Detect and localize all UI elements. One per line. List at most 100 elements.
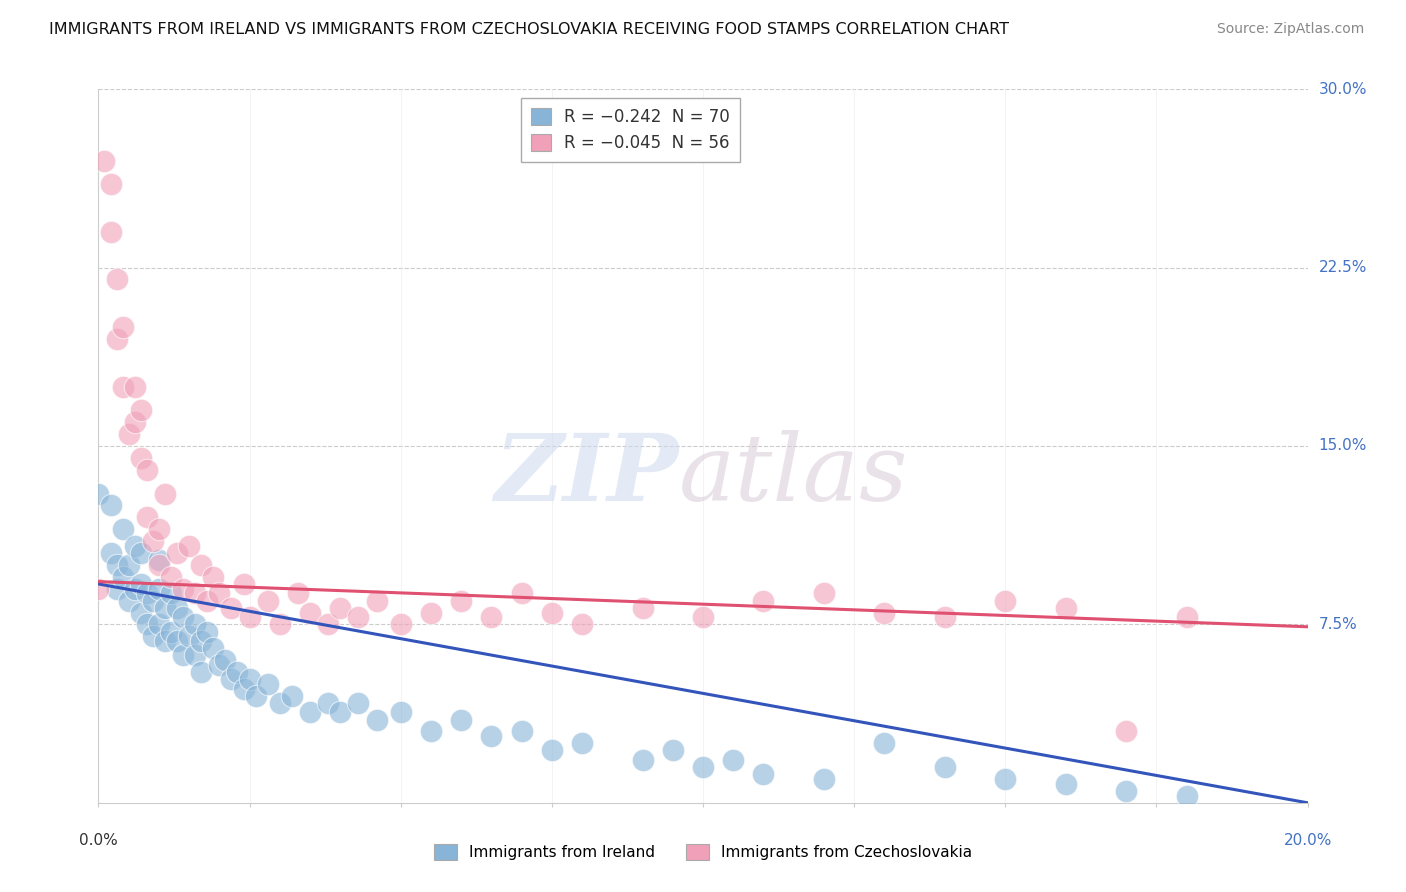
- Point: [124, 582, 146, 596]
- Point: [1175, 610, 1198, 624]
- Point: [366, 713, 388, 727]
- Point: [450, 593, 472, 607]
- Point: [510, 724, 533, 739]
- Text: 30.0%: 30.0%: [1319, 82, 1367, 96]
- Point: [148, 582, 170, 596]
- Point: [692, 610, 714, 624]
- Point: [256, 677, 278, 691]
- Text: IMMIGRANTS FROM IRELAND VS IMMIGRANTS FROM CZECHOSLOVAKIA RECEIVING FOOD STAMPS : IMMIGRANTS FROM IRELAND VS IMMIGRANTS FR…: [49, 22, 1010, 37]
- Point: [631, 753, 654, 767]
- Point: [142, 629, 165, 643]
- Point: [232, 681, 254, 696]
- Point: [481, 610, 503, 624]
- Point: [813, 586, 835, 600]
- Point: [172, 582, 194, 596]
- Text: 0.0%: 0.0%: [79, 833, 118, 848]
- Point: [540, 743, 562, 757]
- Point: [571, 736, 593, 750]
- Point: [450, 713, 472, 727]
- Point: [190, 634, 212, 648]
- Point: [316, 617, 339, 632]
- Point: [100, 178, 122, 192]
- Point: [347, 696, 370, 710]
- Point: [221, 600, 243, 615]
- Point: [160, 586, 183, 600]
- Point: [100, 546, 122, 560]
- Point: [124, 415, 146, 429]
- Point: [148, 558, 170, 572]
- Point: [153, 600, 176, 615]
- Point: [239, 610, 262, 624]
- Point: [631, 600, 654, 615]
- Point: [269, 696, 291, 710]
- Point: [232, 577, 254, 591]
- Text: 7.5%: 7.5%: [1319, 617, 1357, 632]
- Point: [105, 558, 128, 572]
- Point: [135, 510, 157, 524]
- Point: [166, 600, 188, 615]
- Point: [172, 610, 194, 624]
- Point: [214, 653, 236, 667]
- Point: [208, 657, 231, 672]
- Point: [105, 332, 128, 346]
- Point: [752, 767, 775, 781]
- Point: [118, 558, 141, 572]
- Point: [129, 546, 152, 560]
- Point: [281, 689, 304, 703]
- Point: [166, 634, 188, 648]
- Point: [124, 539, 146, 553]
- Point: [160, 624, 183, 639]
- Point: [389, 706, 412, 720]
- Legend: Immigrants from Ireland, Immigrants from Czechoslovakia: Immigrants from Ireland, Immigrants from…: [427, 838, 979, 866]
- Point: [190, 665, 212, 679]
- Point: [934, 610, 956, 624]
- Point: [873, 606, 896, 620]
- Text: 15.0%: 15.0%: [1319, 439, 1367, 453]
- Point: [661, 743, 683, 757]
- Point: [184, 617, 207, 632]
- Point: [873, 736, 896, 750]
- Point: [148, 553, 170, 567]
- Point: [420, 724, 443, 739]
- Point: [692, 760, 714, 774]
- Point: [118, 427, 141, 442]
- Point: [100, 225, 122, 239]
- Point: [299, 706, 322, 720]
- Point: [571, 617, 593, 632]
- Point: [329, 600, 352, 615]
- Point: [752, 593, 775, 607]
- Point: [129, 450, 152, 465]
- Point: [160, 570, 183, 584]
- Point: [1054, 600, 1077, 615]
- Point: [129, 577, 152, 591]
- Point: [148, 522, 170, 536]
- Point: [269, 617, 291, 632]
- Point: [329, 706, 352, 720]
- Point: [135, 617, 157, 632]
- Text: atlas: atlas: [679, 430, 908, 519]
- Point: [118, 593, 141, 607]
- Point: [366, 593, 388, 607]
- Point: [179, 629, 201, 643]
- Point: [172, 648, 194, 663]
- Point: [195, 593, 218, 607]
- Point: [202, 570, 225, 584]
- Point: [93, 153, 115, 168]
- Point: [179, 539, 201, 553]
- Point: [221, 672, 243, 686]
- Point: [129, 403, 152, 417]
- Point: [87, 582, 110, 596]
- Point: [111, 379, 134, 393]
- Point: [142, 534, 165, 549]
- Point: [813, 772, 835, 786]
- Point: [124, 379, 146, 393]
- Point: [245, 689, 267, 703]
- Point: [153, 486, 176, 500]
- Point: [256, 593, 278, 607]
- Point: [166, 546, 188, 560]
- Point: [239, 672, 262, 686]
- Legend: R = −0.242  N = 70, R = −0.045  N = 56: R = −0.242 N = 70, R = −0.045 N = 56: [520, 97, 740, 162]
- Point: [481, 729, 503, 743]
- Text: 20.0%: 20.0%: [1284, 833, 1331, 848]
- Text: ZIP: ZIP: [495, 430, 679, 519]
